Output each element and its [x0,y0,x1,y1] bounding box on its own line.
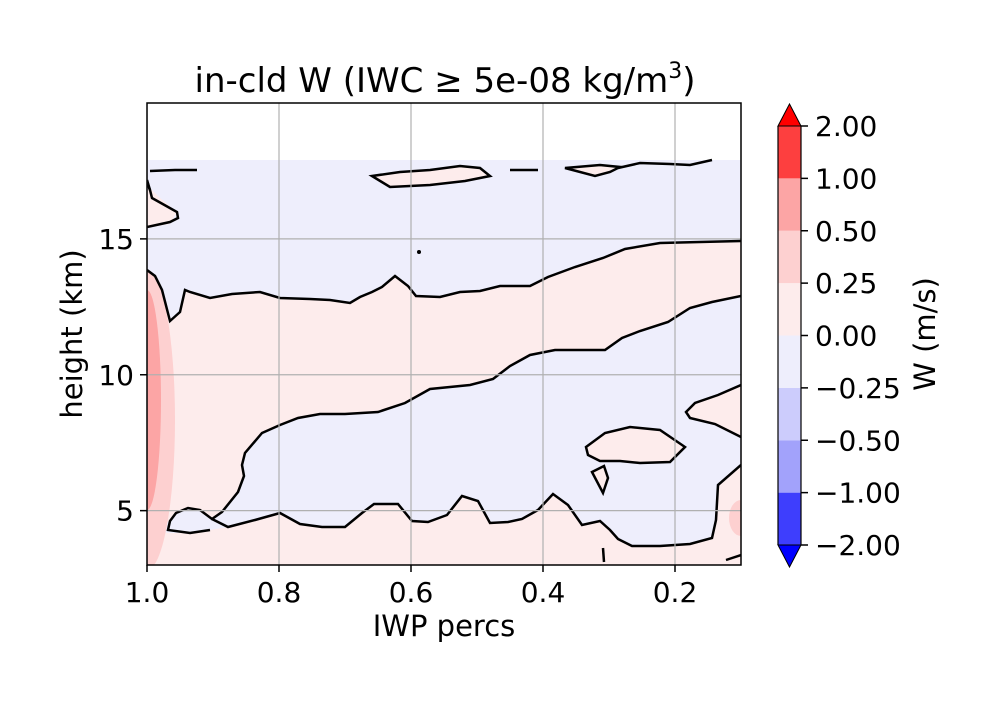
colorbar: −2.00 −1.00 −0.50 −0.25 0.00 0.25 0.50 1.00 2.00 [777,102,901,569]
x-axis-label: IWP percs [373,609,516,643]
colorbar-tick-label: −1.00 [815,477,901,510]
title-superscript: 3 [668,59,682,84]
contour-line-bottom-hook [601,547,741,563]
title-value: 5e-08 kg/m [463,61,669,101]
contour-fill-island-1 [372,166,490,187]
contour-fill-island-4 [586,427,685,463]
colorbar-tick-label: 0.50 [815,215,877,248]
contour-line-island-2 [564,163,625,178]
contour-fill-island-5 [686,385,741,437]
colorbar-tick-label: 0.25 [815,267,877,300]
title-symbol: ≥ [434,61,463,101]
colorbar-extend-max [777,102,802,127]
colorbar-segment [778,335,801,388]
colorbar-label: W (m/s) [908,277,942,391]
x-tick-label: 0.4 [521,576,566,609]
colorbar-segment [778,126,801,179]
contour-fill-island-3 [147,185,177,228]
contour-dot [417,250,421,254]
y-axis-label: height (km) [55,249,89,418]
colorbar-tick-label: −0.50 [815,424,901,457]
colorbar-tick-label: −2.00 [815,529,901,562]
colorbar-segment [778,387,801,441]
colorbar-segment [778,230,801,284]
colorbar-extend-min [777,544,802,569]
y-tick-label: 5 [116,495,134,528]
x-tick-label: 0.2 [653,576,698,609]
contour-line-upper-top [147,239,741,324]
colorbar-segment [778,440,801,493]
contour-line-island-6 [590,464,610,497]
colorbar-tick-label: 2.00 [815,110,877,143]
contour-lines [147,158,741,563]
colorbar-segment [778,178,801,231]
y-tick-label: 15 [98,223,134,256]
contour-fill-positive-lower [147,465,741,565]
y-tick-label: 10 [98,359,134,392]
contour-line-island-4 [584,425,687,465]
x-tick-label: 0.6 [389,576,434,609]
chart-title: in-cld W (IWC ≥ 5e-08 kg/m3) [195,59,696,101]
x-tick-label: 0.8 [257,576,302,609]
grid [147,103,741,565]
title-close: ) [682,61,695,101]
contour-fill-island-7 [729,500,741,536]
contour-line-lower [211,464,741,548]
colorbar-tick-label: −0.25 [815,372,901,405]
colorbar-tick-label: 1.00 [815,162,877,195]
x-axis-ticks: 1.0 0.8 0.6 0.4 0.2 [125,565,698,609]
contour-line-top-dash-1 [149,168,197,173]
updraft-100-region [147,290,161,510]
colorbar-segment [778,492,801,545]
plot-frame [146,102,742,566]
y-axis-ticks: 5 10 15 [98,223,147,528]
contour-line-island-1 [368,164,493,189]
plot-area [147,103,741,565]
contour-fill-positive-upper [147,241,741,530]
contour-line-top-dash-3 [617,158,713,170]
contour-line-upper-bottom [166,294,741,535]
title-main: in-cld W (IWC [195,61,435,101]
colorbar-tick-label: 0.00 [815,320,877,353]
x-tick-label: 1.0 [125,576,170,609]
left-edge-updraft [147,270,175,565]
colorbar-segment [778,283,801,336]
contour-line-island-5 [684,383,741,439]
